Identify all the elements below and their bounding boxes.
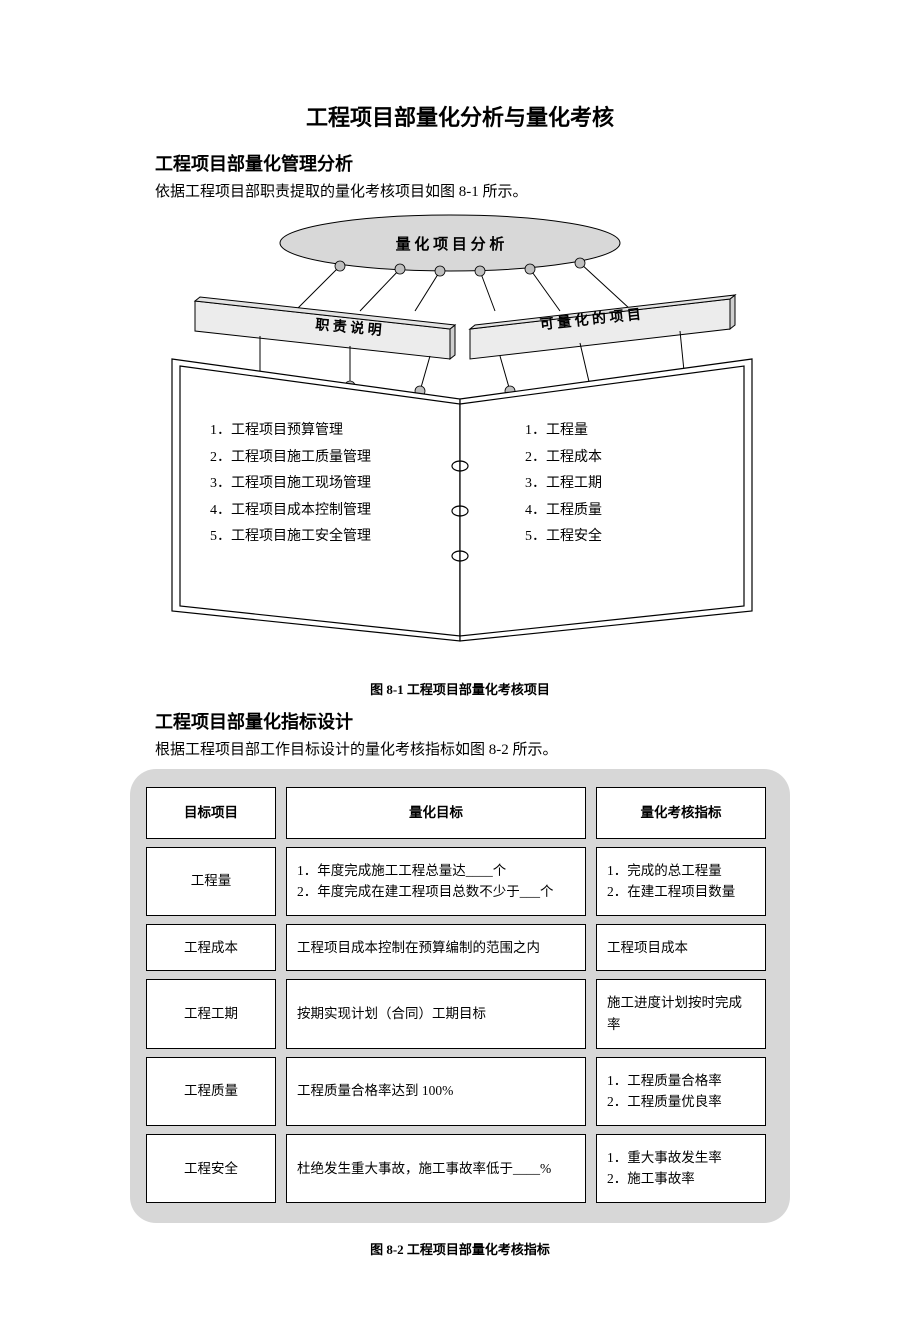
figure2-caption: 图 8-2 工程项目部量化考核指标 xyxy=(115,1239,805,1258)
list-item: 5．工程项目施工安全管理 xyxy=(210,524,371,551)
ellipse-label: 量 化 项 目 分 析 xyxy=(396,235,505,253)
cell: 工程质量 xyxy=(146,1057,276,1126)
cell: 1．重大事故发生率2．施工事故率 xyxy=(596,1134,766,1203)
list-item: 3．工程工期 xyxy=(525,471,602,498)
table-row: 工程质量 工程质量合格率达到 100% 1．工程质量合格率2．工程质量优良率 xyxy=(146,1057,774,1126)
cell: 工程项目成本控制在预算编制的范围之内 xyxy=(286,924,586,972)
section2-intro: 根据工程项目部工作目标设计的量化考核指标如图 8-2 所示。 xyxy=(155,738,805,759)
cell: 1．工程质量合格率2．工程质量优良率 xyxy=(596,1057,766,1126)
page-title: 工程项目部量化分析与量化考核 xyxy=(115,100,805,132)
cell: 工程安全 xyxy=(146,1134,276,1203)
cell: 工程工期 xyxy=(146,979,276,1048)
header-cell: 目标项目 xyxy=(146,787,276,839)
panel-left: 职 责 说 明 xyxy=(195,297,455,359)
list-item: 4．工程质量 xyxy=(525,498,602,525)
figure-8-1-diagram: 量 化 项 目 分 析 职 责 说 明 可 量 化 的 项 目 xyxy=(140,211,780,671)
table-row: 工程安全 杜绝发生重大事故，施工事故率低于____% 1．重大事故发生率2．施工… xyxy=(146,1134,774,1203)
cell: 杜绝发生重大事故，施工事故率低于____% xyxy=(286,1134,586,1203)
table-row: 工程成本 工程项目成本控制在预算编制的范围之内 工程项目成本 xyxy=(146,924,774,972)
cell: 工程质量合格率达到 100% xyxy=(286,1057,586,1126)
list-item: 5．工程安全 xyxy=(525,524,602,551)
section1-intro: 依据工程项目部职责提取的量化考核项目如图 8-1 所示。 xyxy=(155,180,805,201)
section1-title: 工程项目部量化管理分析 xyxy=(155,150,805,176)
table-row: 工程工期 按期实现计划（合同）工期目标 施工进度计划按时完成率 xyxy=(146,979,774,1048)
cell: 按期实现计划（合同）工期目标 xyxy=(286,979,586,1048)
cell: 施工进度计划按时完成率 xyxy=(596,979,766,1048)
list-item: 2．工程成本 xyxy=(525,445,602,472)
cell: 1．年度完成施工工程总量达____个2．年度完成在建工程项目总数不少于___个 xyxy=(286,847,586,916)
right-list: 1．工程量 2．工程成本 3．工程工期 4．工程质量 5．工程安全 xyxy=(525,418,602,551)
list-item: 4．工程项目成本控制管理 xyxy=(210,498,371,525)
cell: 工程成本 xyxy=(146,924,276,972)
list-item: 1．工程项目预算管理 xyxy=(210,418,371,445)
cell: 工程量 xyxy=(146,847,276,916)
header-cell: 量化考核指标 xyxy=(596,787,766,839)
header-cell: 量化目标 xyxy=(286,787,586,839)
figure1-caption: 图 8-1 工程项目部量化考核项目 xyxy=(115,679,805,698)
list-item: 3．工程项目施工现场管理 xyxy=(210,471,371,498)
panel-right: 可 量 化 的 项 目 xyxy=(470,295,735,359)
cell: 工程项目成本 xyxy=(596,924,766,972)
list-item: 2．工程项目施工质量管理 xyxy=(210,445,371,472)
section2-title: 工程项目部量化指标设计 xyxy=(155,708,805,734)
cell: 1．完成的总工程量2．在建工程项目数量 xyxy=(596,847,766,916)
table-header: 目标项目 量化目标 量化考核指标 xyxy=(146,787,774,839)
list-item: 1．工程量 xyxy=(525,418,602,445)
left-list: 1．工程项目预算管理 2．工程项目施工质量管理 3．工程项目施工现场管理 4．工… xyxy=(210,418,371,551)
figure-8-2-table: 目标项目 量化目标 量化考核指标 工程量 1．年度完成施工工程总量达____个2… xyxy=(130,769,790,1223)
table-row: 工程量 1．年度完成施工工程总量达____个2．年度完成在建工程项目总数不少于_… xyxy=(146,847,774,916)
